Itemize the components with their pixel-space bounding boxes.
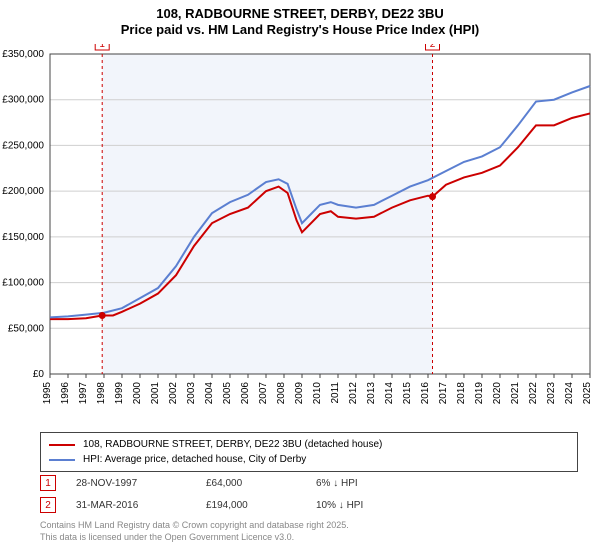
svg-text:2021: 2021	[510, 382, 521, 405]
svg-text:2008: 2008	[276, 382, 287, 405]
sale-marker-num: 2	[45, 500, 51, 511]
svg-text:£50,000: £50,000	[8, 323, 45, 334]
svg-text:2009: 2009	[294, 382, 305, 405]
svg-text:2014: 2014	[384, 382, 395, 405]
svg-text:2015: 2015	[402, 382, 413, 405]
svg-text:2013: 2013	[366, 382, 377, 405]
svg-text:2017: 2017	[438, 382, 449, 405]
svg-text:1997: 1997	[78, 382, 89, 405]
sales-block: 1 28-NOV-1997 £64,000 6% ↓ HPI 2 31-MAR-…	[40, 472, 560, 516]
sale-delta: 10% ↓ HPI	[316, 500, 406, 511]
title-line-2: Price paid vs. HM Land Registry's House …	[0, 22, 600, 38]
chart-area: £0 £50,000 £100,000 £150,000 £200,000 £250,00…	[0, 44, 600, 424]
svg-text:2022: 2022	[528, 382, 539, 405]
svg-text:2003: 2003	[186, 382, 197, 405]
svg-text:1996: 1996	[60, 382, 71, 405]
sale-date: 28-NOV-1997	[76, 478, 206, 489]
sale-delta: 6% ↓ HPI	[316, 478, 406, 489]
svg-text:2025: 2025	[582, 382, 593, 405]
svg-text:2002: 2002	[168, 382, 179, 405]
svg-text:£0: £0	[33, 369, 45, 380]
title-block: 108, RADBOURNE STREET, DERBY, DE22 3BU P…	[0, 0, 600, 39]
legend-swatch-1	[49, 444, 75, 446]
svg-text:£150,000: £150,000	[2, 232, 44, 243]
sale-price: £194,000	[206, 500, 316, 511]
title-line-1: 108, RADBOURNE STREET, DERBY, DE22 3BU	[0, 6, 600, 22]
legend-label-2: HPI: Average price, detached house, City…	[83, 452, 306, 467]
svg-text:£250,000: £250,000	[2, 140, 44, 151]
svg-text:2016: 2016	[420, 382, 431, 405]
legend-label-1: 108, RADBOURNE STREET, DERBY, DE22 3BU (…	[83, 437, 382, 452]
sale-marker-num: 1	[45, 478, 51, 489]
legend-row: 108, RADBOURNE STREET, DERBY, DE22 3BU (…	[49, 437, 569, 452]
svg-text:2: 2	[430, 44, 436, 50]
sale-marker-1: 1	[40, 475, 56, 491]
svg-text:1999: 1999	[114, 382, 125, 405]
sale-price: £64,000	[206, 478, 316, 489]
svg-text:£100,000: £100,000	[2, 278, 44, 289]
legend-box: 108, RADBOURNE STREET, DERBY, DE22 3BU (…	[40, 432, 578, 472]
svg-text:2001: 2001	[150, 382, 161, 405]
svg-text:2010: 2010	[312, 382, 323, 405]
svg-text:2019: 2019	[474, 382, 485, 405]
svg-text:2011: 2011	[330, 382, 341, 404]
svg-text:2006: 2006	[240, 382, 251, 405]
svg-text:2023: 2023	[546, 382, 557, 405]
svg-text:£200,000: £200,000	[2, 186, 44, 197]
legend-row: HPI: Average price, detached house, City…	[49, 452, 569, 467]
svg-text:1995: 1995	[42, 382, 53, 405]
svg-text:2007: 2007	[258, 382, 269, 405]
svg-text:2004: 2004	[204, 382, 215, 405]
svg-text:2018: 2018	[456, 382, 467, 405]
svg-text:£350,000: £350,000	[2, 49, 44, 60]
svg-text:1: 1	[99, 44, 105, 50]
svg-text:2024: 2024	[564, 382, 575, 405]
chart-container: 108, RADBOURNE STREET, DERBY, DE22 3BU P…	[0, 0, 600, 560]
svg-text:2020: 2020	[492, 382, 503, 405]
svg-text:2005: 2005	[222, 382, 233, 405]
svg-text:2012: 2012	[348, 382, 359, 405]
chart-svg: £0 £50,000 £100,000 £150,000 £200,000 £250,00…	[0, 44, 600, 424]
footer: Contains HM Land Registry data © Crown c…	[40, 520, 560, 543]
svg-text:2000: 2000	[132, 382, 143, 405]
footer-line-2: This data is licensed under the Open Gov…	[40, 532, 560, 544]
svg-text:£300,000: £300,000	[2, 95, 44, 106]
svg-text:1998: 1998	[96, 382, 107, 405]
sale-date: 31-MAR-2016	[76, 500, 206, 511]
sale-row: 2 31-MAR-2016 £194,000 10% ↓ HPI	[40, 494, 560, 516]
sale-marker-2: 2	[40, 497, 56, 513]
sale-row: 1 28-NOV-1997 £64,000 6% ↓ HPI	[40, 472, 560, 494]
footer-line-1: Contains HM Land Registry data © Crown c…	[40, 520, 560, 532]
legend-swatch-2	[49, 459, 75, 461]
